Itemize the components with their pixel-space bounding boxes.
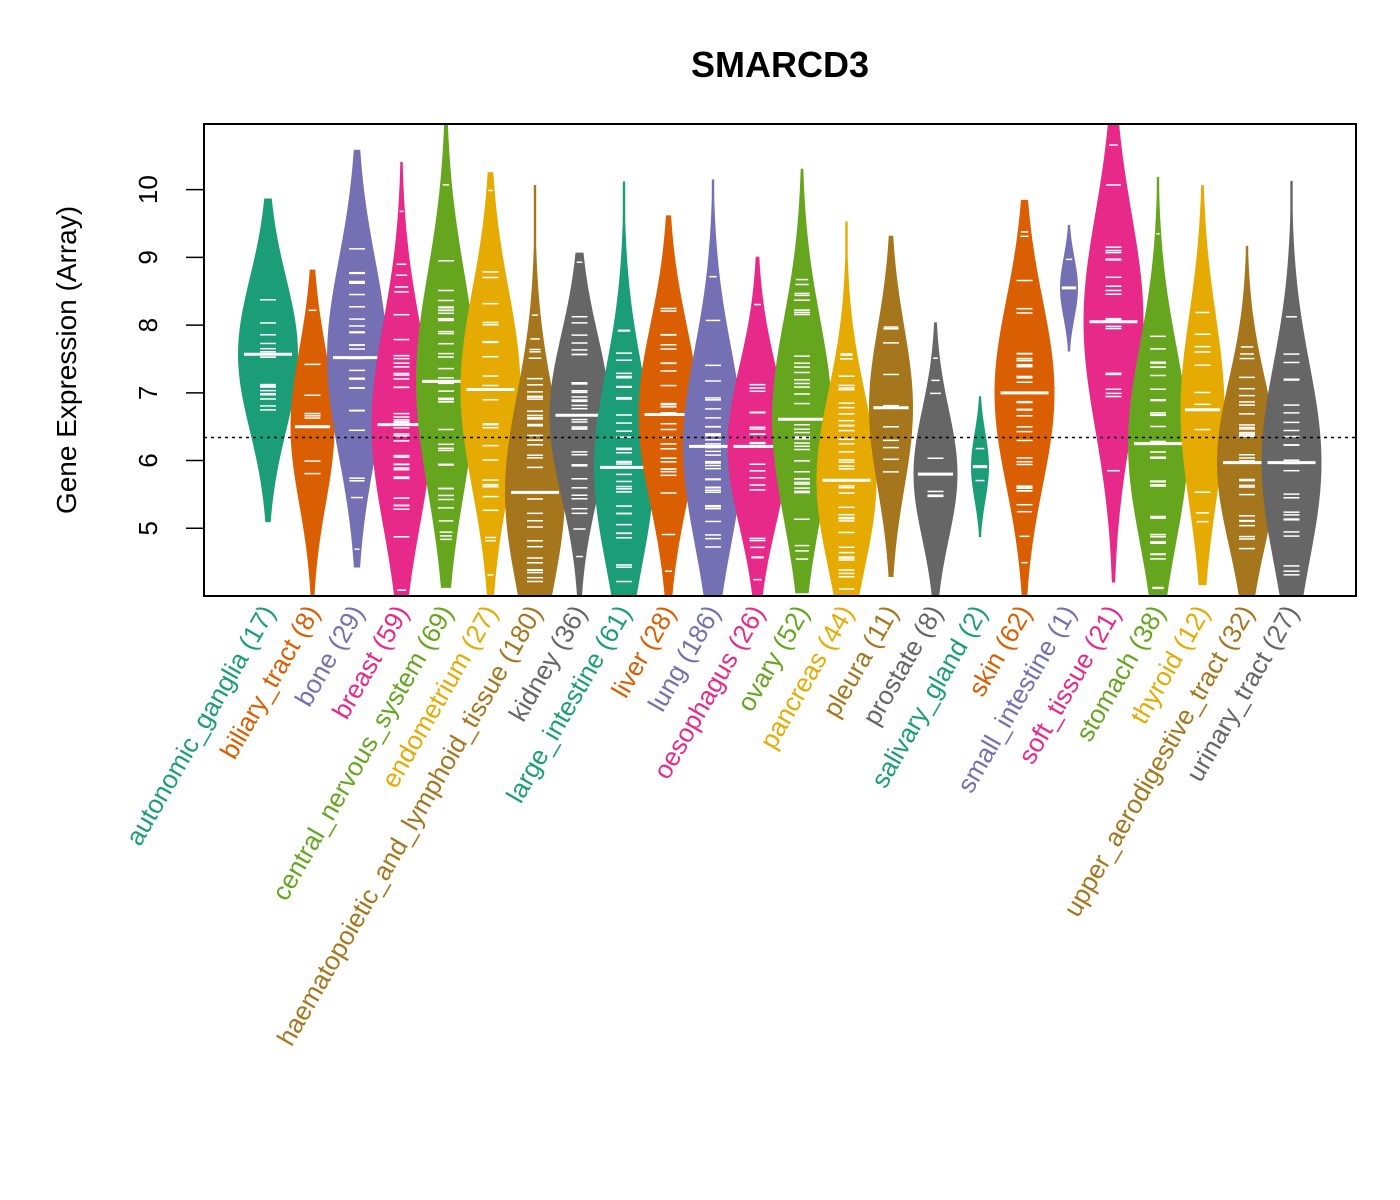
violin-oesophagus <box>727 256 788 596</box>
violin-body <box>238 198 298 523</box>
violin-salivary_gland <box>971 396 989 538</box>
violin-body <box>1180 184 1225 586</box>
violin-body <box>913 322 958 596</box>
violin-autonomic_ganglia <box>238 198 298 523</box>
y-axis-label: Gene Expression (Array) <box>51 206 82 514</box>
violin-prostate <box>913 322 958 596</box>
violin-thyroid <box>1180 184 1225 586</box>
violin-body <box>290 269 335 596</box>
violin-body <box>416 124 476 588</box>
violin-skin <box>994 199 1055 597</box>
violin-body <box>549 252 610 596</box>
violin-body <box>594 181 654 596</box>
violins-group <box>238 124 1322 597</box>
violin-urinary_tract <box>1261 180 1322 596</box>
violin-pancreas <box>816 221 877 596</box>
plot-frame <box>203 123 1357 597</box>
violin-haematopoietic_and_lymphoid_tissue <box>505 184 565 597</box>
violin-upper_aerodigestive_tract <box>1217 245 1277 596</box>
y-tick-label: 8 <box>133 318 163 332</box>
violin-pleura <box>869 235 913 578</box>
chart-title: SMARCD3 <box>691 44 869 85</box>
y-tick-label: 10 <box>133 175 163 204</box>
violin-body <box>1083 124 1144 583</box>
violin-body <box>683 179 743 596</box>
violin-stomach <box>1128 176 1188 596</box>
y-axis: 5 6 7 8 9 10 <box>133 175 204 536</box>
violin-body <box>1261 180 1322 596</box>
violin-kidney <box>549 252 610 596</box>
violin-bone <box>327 149 387 568</box>
violin-central_nervous_system <box>416 124 476 588</box>
y-tick-label: 5 <box>133 521 163 535</box>
violin-body <box>816 221 877 596</box>
y-tick-label: 7 <box>133 386 163 400</box>
violin-body <box>1128 176 1188 596</box>
violin-biliary_tract <box>290 269 335 596</box>
y-tick-label: 6 <box>133 453 163 467</box>
y-tick-label: 9 <box>133 250 163 264</box>
violin-liver <box>638 215 699 596</box>
violin-small_intestine <box>1060 224 1078 352</box>
violin-body <box>1217 245 1277 596</box>
violin-breast <box>371 161 432 596</box>
violin-lung <box>683 179 743 596</box>
violin-body <box>727 256 788 596</box>
violin-body <box>994 199 1055 597</box>
violin-soft_tissue <box>1083 124 1144 583</box>
violin-body <box>638 215 699 596</box>
x-axis-labels: autonomic_ganglia (17)biliary_tract (8)b… <box>119 600 1304 1051</box>
